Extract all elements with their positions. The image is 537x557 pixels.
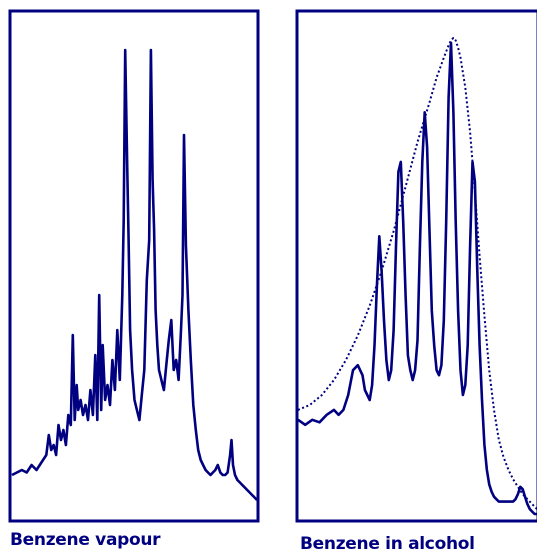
dotted-envelope-line (297, 36, 537, 510)
caption-benzene-vapour: Benzene vapour (10, 530, 161, 550)
panel-benzene-vapour (8, 9, 260, 523)
caption-benzene-in-alcohol: Benzene in alcohol (300, 534, 475, 554)
series-marks (297, 36, 537, 516)
spectrum-line (11, 48, 258, 501)
plot-frame (295, 9, 537, 523)
series-marks (11, 48, 258, 501)
plot-frame (8, 9, 260, 523)
panel-benzene-in-alcohol (295, 9, 537, 523)
spectrum-line (297, 41, 537, 516)
